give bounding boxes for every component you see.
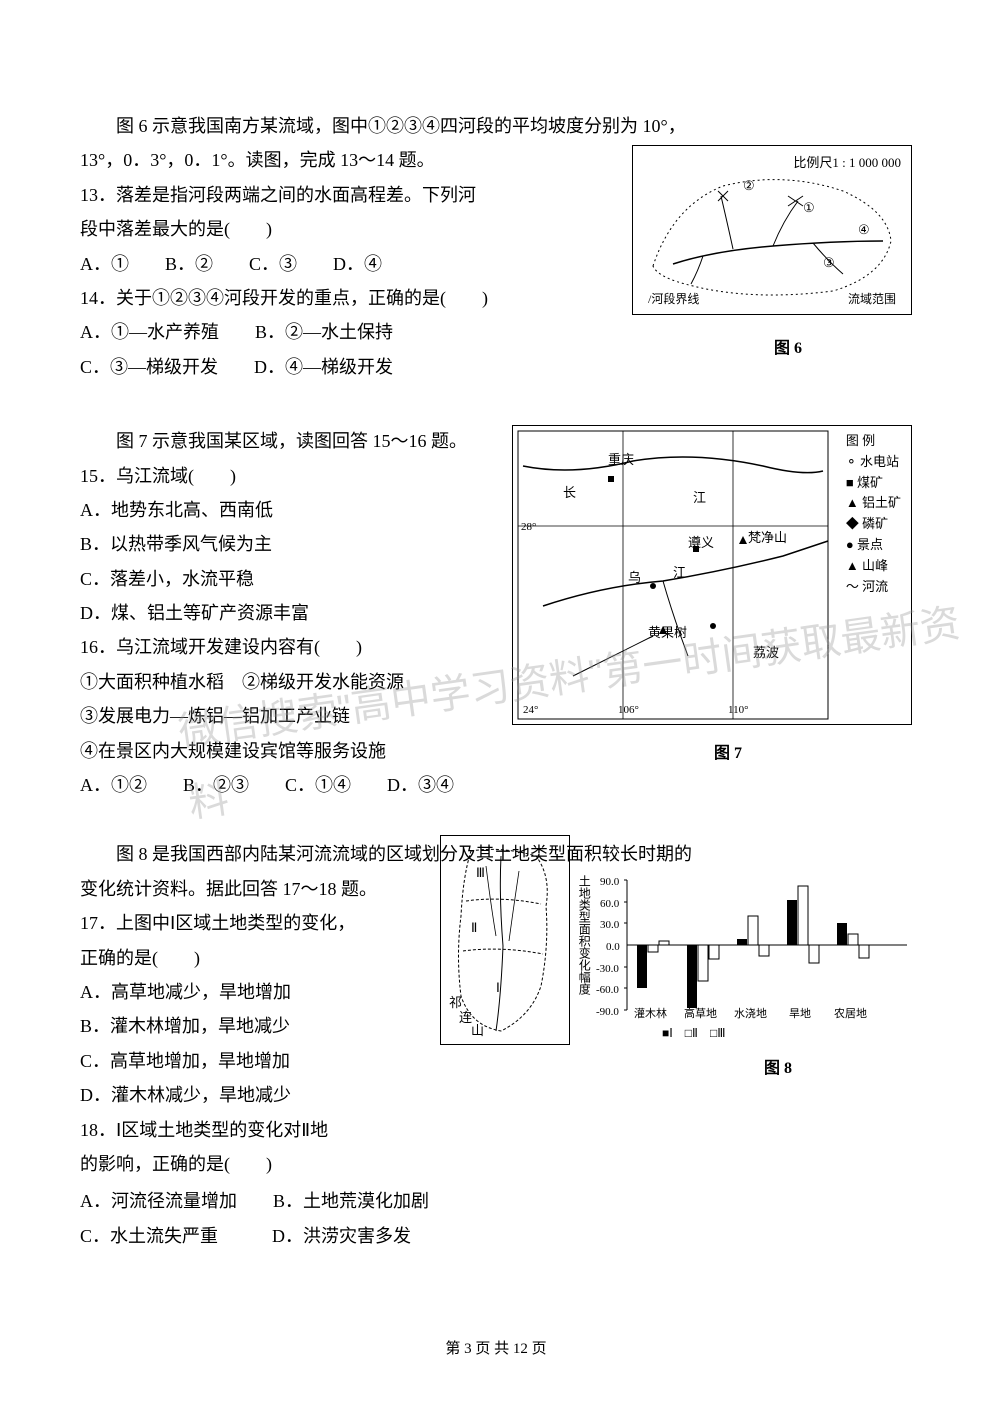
place-chongqing: 重庆 [608,448,634,471]
figure-8-chart: 土地类型面积变化幅度 90.0 60.0 30.0 0.0 -30. [582,870,912,1040]
ytick-60: 60.0 [600,895,619,915]
ytick-90: 90.0 [600,873,619,893]
coord-110: 110° [728,701,749,721]
intro-text: 图 6 示意我国南方某流域，图中①②③④四河段的平均坡度分别为 10°， [80,110,912,142]
legend-basin: 流域范围 [848,289,896,311]
figure-7-label: 图 7 [714,740,742,769]
figure-6-label: 图 6 [774,335,802,364]
question-15: 15．乌江流域( ) [80,460,500,492]
question-17-a: A．高草地减少，旱地增加 [80,976,430,1008]
legend-coal: ■ 煤矿 [846,473,901,494]
figure-8-label: 图 8 [764,1055,792,1084]
legend-title: 图 例 [846,431,901,452]
legend-river: ～ 河流 [846,577,901,598]
ytick-0: 0.0 [606,938,620,958]
intro-text-2: 13°，0．3°，0．1°。读图，完成 13～14 题。 [80,144,610,176]
cat-4: 旱地 [789,1005,811,1025]
place-zunyi: 遵义 [688,531,714,554]
figure-7-legend: 图 例 ⚬ 水电站 ■ 煤矿 ▲ 铝土矿 ◆ 磷矿 ● 景点 ▲ 山峰 ～ 河流 [846,431,901,597]
legend-river-line: /河段界线 [648,289,699,311]
place-jiang2: 江 [673,561,686,584]
question-17-cont: 正确的是( ) [80,942,430,974]
legend-peak: ▲ 山峰 [846,556,901,577]
mark-2: ② [743,174,755,197]
question-13: 13．落差是指河段两端之间的水面高程差。下列河 [80,179,610,211]
region-2: Ⅱ [471,916,477,939]
legend-II: □Ⅱ [685,1026,698,1040]
cat-2: 高草地 [684,1005,717,1025]
mark-4: ④ [858,218,870,241]
legend-phosphate: ◆ 磷矿 [846,514,901,535]
cat-1: 灌木林 [634,1005,667,1025]
region-1: Ⅰ [496,976,500,999]
coord-28: 28° [521,518,536,538]
place-libo: 荔波 [753,641,779,664]
question-13-options: A．① B．② C．③ D．④ [80,248,610,280]
chart-ylabel: 土地类型面积变化幅度 [577,875,590,995]
ytick-n60: -60.0 [596,981,619,1001]
question-15-a: A．地势东北高、西南低 [80,494,500,526]
legend-I: ■Ⅰ [662,1026,673,1040]
figure-7: 图 例 ⚬ 水电站 ■ 煤矿 ▲ 铝土矿 ◆ 磷矿 ● 景点 ▲ 山峰 ～ 河流… [512,425,912,725]
legend-III: □Ⅲ [710,1026,726,1040]
figure-8-map: Ⅰ Ⅱ Ⅲ 祁 连 山 [440,835,570,1045]
place-jiang: 江 [693,486,706,509]
page-footer: 第 3 页 共 12 页 [0,1336,992,1363]
figure-6-scale: 比例尺1 : 1 000 000 [793,151,901,174]
ytick-30: 30.0 [600,916,619,936]
question-18: 18．Ⅰ区域土地类型的变化对Ⅱ地 [80,1114,430,1146]
coord-106: 106° [618,701,639,721]
place-fanjing: 梵净山 [748,526,787,549]
ytick-n30: -30.0 [596,960,619,980]
chart-legend: ■Ⅰ □Ⅱ □Ⅲ [662,1023,725,1045]
region-3: Ⅲ [476,861,485,884]
question-17: 17．上图中Ⅰ区域土地类型的变化， [80,907,430,939]
mark-3: ③ [823,251,835,274]
question-15-c: C．落差小，水流平稳 [80,563,500,595]
legend-bauxite: ▲ 铝土矿 [846,493,901,514]
place-huangguoshu: 黄果树 [648,621,687,644]
cat-3: 水浇地 [734,1005,767,1025]
question-16: 16．乌江流域开发建设内容有( ) [80,631,500,663]
question-16-stem3: ④在景区内大规模建设宾馆等服务设施 [80,735,500,767]
question-13-cont: 段中落差最大的是( ) [80,213,610,245]
question-17-c: C．高草地增加，旱地增加 [80,1045,430,1077]
question-17-d: D．灌木林减少，旱地减少 [80,1079,430,1111]
question-17-b: B．灌木林增加，旱地减少 [80,1010,430,1042]
cat-5: 农居地 [834,1005,867,1025]
question-16-options: A．①② B．②③ C．①④ D．③④ [80,769,500,801]
place-wu: 乌 [628,566,641,589]
question-15-d: D．煤、铝土等矿产资源丰富 [80,597,500,629]
question-15-b: B．以热带季风气候为主 [80,528,500,560]
question-14-options-ab: A．①—水产养殖 B．②—水土保持 [80,316,610,348]
coord-24: 24° [523,701,538,721]
question-14: 14．关于①②③④河段开发的重点，正确的是( ) [80,282,610,314]
legend-scenic: ● 景点 [846,535,901,556]
question-18-cont: 的影响，正确的是( ) [80,1148,430,1180]
question-16-stem1: ①大面积种植水稻 ②梯级开发水能资源 [80,666,500,698]
mt-shan: 山 [471,1019,484,1042]
mark-1: ① [803,196,815,219]
question-18-ab: A．河流径流量增加 B．土地荒漠化加剧 [80,1185,912,1217]
legend-hydro: ⚬ 水电站 [846,452,901,473]
question-16-stem2: ③发展电力—炼铝—铝加工产业链 [80,700,500,732]
ytick-n90: -90.0 [596,1003,619,1023]
figure-6: 比例尺1 : 1 000 000 ① ② ③ ④ /河段界线 流域范围 [632,145,912,315]
question-18-cd: C．水土流失严重 D．洪涝灾害多发 [80,1220,912,1252]
place-chang: 长 [563,481,576,504]
question-14-options-cd: C．③—梯级开发 D．④—梯级开发 [80,351,610,383]
